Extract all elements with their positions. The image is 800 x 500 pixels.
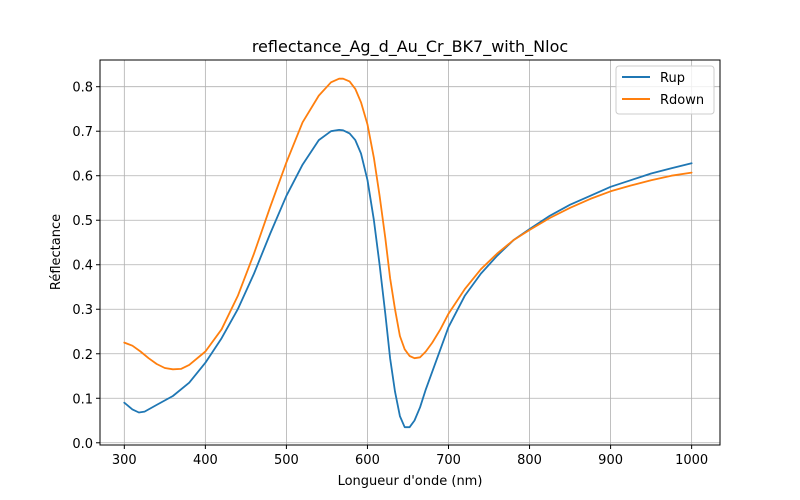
y-tick-label: 0.0	[72, 437, 93, 452]
legend-label-rup: Rup	[660, 71, 685, 86]
y-tick-label: 0.6	[72, 170, 93, 185]
x-tick-label: 1000	[675, 453, 708, 468]
legend-label-rdown: Rdown	[660, 93, 704, 108]
x-tick-label: 300	[112, 453, 137, 468]
chart-title: reflectance_Ag_d_Au_Cr_BK7_with_Nloc	[252, 37, 568, 57]
legend: Rup Rdown	[615, 65, 715, 115]
x-axis-label: Longueur d'onde (nm)	[338, 474, 483, 489]
y-tick-label: 0.4	[72, 259, 93, 274]
y-tick-label: 0.1	[72, 392, 93, 407]
plot-area-frame	[99, 59, 721, 446]
x-tick-label: 600	[355, 453, 380, 468]
x-axis-ticks: 300 400 500 600 700 800 900 1000	[112, 445, 708, 468]
x-tick-label: 700	[436, 453, 461, 468]
y-axis-ticks: 0.0 0.1 0.2 0.3 0.4 0.5 0.6 0.7 0.8	[72, 81, 100, 452]
series-line-rdown	[123, 77, 693, 371]
x-tick-label: 800	[517, 453, 542, 468]
grid-lines	[100, 60, 720, 445]
x-tick-label: 400	[193, 453, 218, 468]
y-tick-label: 0.3	[72, 303, 93, 318]
series-lines	[123, 77, 693, 429]
x-tick-label: 900	[598, 453, 623, 468]
series-line-rup	[123, 128, 693, 429]
y-axis-label: Réflectance	[49, 214, 64, 290]
y-tick-label: 0.7	[72, 125, 93, 140]
x-tick-label: 500	[274, 453, 299, 468]
y-tick-label: 0.5	[72, 214, 93, 229]
y-tick-label: 0.2	[72, 348, 93, 363]
y-tick-label: 0.8	[72, 81, 93, 96]
